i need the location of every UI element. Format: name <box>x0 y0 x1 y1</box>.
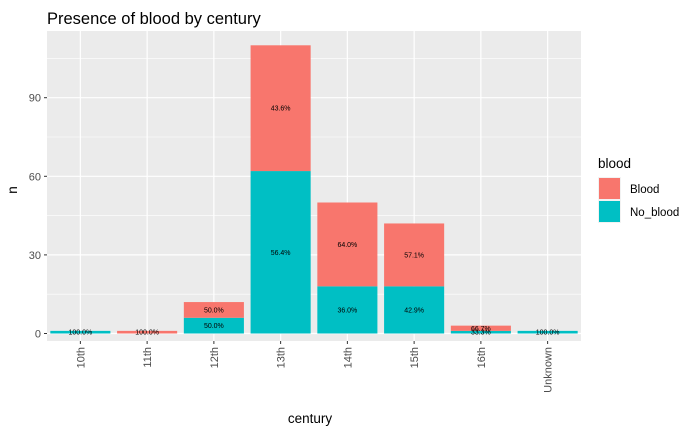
bar-no-blood-14th <box>317 286 378 334</box>
bar-label-blood: 100.0% <box>135 330 159 337</box>
bar-label-blood: 57.1% <box>404 252 424 259</box>
x-tick-label: 12th <box>209 347 221 368</box>
y-tick-label: 90 <box>29 93 41 105</box>
bar-label-no-blood: 56.4% <box>271 250 291 257</box>
bar-label-blood: 66.7% <box>471 326 491 333</box>
y-axis-title: n <box>5 186 20 194</box>
chart-title: Presence of blood by century <box>47 10 261 28</box>
bar-no-blood-Unknown <box>517 330 578 334</box>
bar-blood-16th <box>450 325 511 331</box>
bar-no-blood-15th <box>384 286 445 334</box>
legend: blood Blood No_blood <box>598 156 679 223</box>
y-axis: 0 30 60 90 <box>29 93 47 341</box>
bar-label-blood: 50.0% <box>204 307 224 314</box>
bar-blood-13th <box>250 45 311 172</box>
x-tick-label: 13th <box>276 347 288 368</box>
bar-no-blood-13th <box>250 171 311 334</box>
bars <box>50 45 578 334</box>
x-tick-label: Unknown <box>543 347 555 393</box>
bar-label-blood: 64.0% <box>337 242 357 249</box>
bar-no-blood-16th <box>450 330 511 334</box>
bar-no-blood-10th <box>50 330 111 334</box>
legend-title: blood <box>598 156 631 171</box>
x-axis-title: century <box>288 411 333 426</box>
bar-labels: 100.0% 100.0% 50.0% 50.0% 56.4% 43.6% 36.0% 64.… <box>69 106 560 337</box>
x-axis: 10th 11th 12th 13th 14th 15th 16th Unknown <box>75 341 555 393</box>
bar-label-no-blood: 100.0% <box>536 330 560 337</box>
y-tick-label: 0 <box>35 329 41 341</box>
bar-label-no-blood: 36.0% <box>337 307 357 314</box>
legend-swatch-No_blood <box>599 201 620 222</box>
major-gridlines <box>47 31 581 341</box>
legend-label-No_blood: No_blood <box>630 207 679 219</box>
legend-swatch-Blood <box>599 178 620 199</box>
bar-blood-12th <box>183 302 244 318</box>
x-tick-label: 16th <box>476 347 488 368</box>
bar-label-no-blood: 100.0% <box>69 330 93 337</box>
x-tick-label: 10th <box>75 347 87 368</box>
y-tick-label: 60 <box>29 171 41 183</box>
x-tick-label: 14th <box>342 347 354 368</box>
bar-label-blood: 43.6% <box>271 106 291 113</box>
plot-panel <box>47 31 581 341</box>
bar-label-no-blood: 50.0% <box>204 323 224 330</box>
x-tick-label: 15th <box>409 347 421 368</box>
bar-no-blood-12th <box>183 317 244 334</box>
bar-label-no-blood: 33.3% <box>471 330 491 337</box>
bar-label-no-blood: 42.9% <box>404 307 424 314</box>
y-tick-label: 30 <box>29 250 41 262</box>
bar-blood-14th <box>317 202 378 287</box>
bar-blood-11th <box>117 330 178 334</box>
x-tick-label: 11th <box>142 347 154 368</box>
bar-blood-15th <box>384 223 445 287</box>
legend-label-Blood: Blood <box>630 184 659 196</box>
minor-gridlines <box>47 58 581 295</box>
